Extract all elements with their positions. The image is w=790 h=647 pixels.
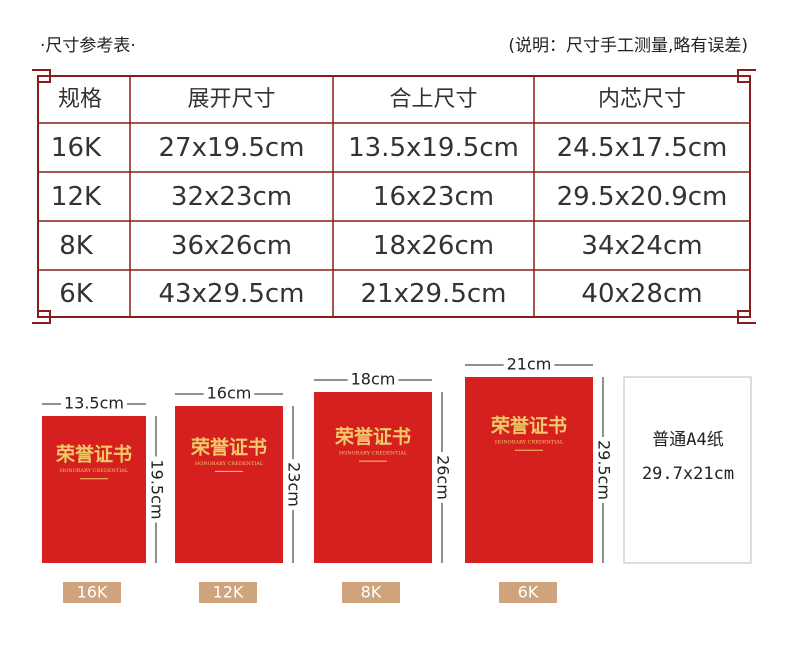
cell: 34x24cm (581, 231, 702, 261)
cell: 27x19.5cm (159, 133, 305, 163)
column-header: 内芯尺寸 (598, 87, 686, 112)
column-header: 规格 (58, 87, 102, 112)
size-tag-label: 8K (361, 583, 382, 602)
cell: 32x23cm (171, 182, 292, 212)
cell: 24.5x17.5cm (557, 133, 728, 163)
size-tag (63, 582, 121, 603)
a4-label: 普通A4纸 (652, 430, 723, 450)
cell: 6K (59, 279, 94, 309)
note: (说明：尺寸手工测量,略有误差) (508, 36, 748, 56)
cover-subtitle: HONORARY CREDENTIAL (195, 461, 264, 467)
height-label: 23cm (285, 462, 304, 507)
cell: 8K (59, 231, 94, 261)
book-cover (314, 392, 432, 563)
book-cover (42, 416, 146, 563)
column-header: 展开尺寸 (187, 87, 275, 112)
size-tag-label: 16K (77, 583, 108, 602)
height-label: 29.5cm (595, 440, 614, 500)
title: ·尺寸参考表· (40, 36, 136, 56)
width-label: 16cm (207, 384, 252, 403)
book-cover (465, 377, 593, 563)
width-label: 13.5cm (64, 394, 124, 413)
cell: 18x26cm (373, 231, 494, 261)
size-tag (199, 582, 257, 603)
column-header: 合上尺寸 (389, 87, 477, 112)
cover-title: 荣誉证书 (490, 414, 567, 437)
height-label: 26cm (434, 455, 453, 500)
cover-subtitle: HONORARY CREDENTIAL (495, 440, 564, 446)
width-label: 21cm (507, 355, 552, 374)
cell: 36x26cm (171, 231, 292, 261)
a4-size: 29.7x21cm (642, 464, 734, 484)
cell: 43x29.5cm (159, 279, 305, 309)
cell: 21x29.5cm (361, 279, 507, 309)
book-cover (175, 406, 283, 563)
size-tag (499, 582, 557, 603)
cell: 13.5x19.5cm (348, 133, 519, 163)
size-tag-label: 6K (518, 583, 539, 602)
a4-paper (623, 376, 752, 564)
size-tag-label: 12K (213, 583, 244, 602)
cell: 16K (51, 133, 102, 163)
table-frame (32, 69, 756, 324)
cover-title: 荣誉证书 (55, 443, 132, 466)
width-label: 18cm (351, 370, 396, 389)
cover-title: 荣誉证书 (190, 435, 267, 458)
cell: 29.5x20.9cm (557, 182, 728, 212)
cover-subtitle: HONORARY CREDENTIAL (339, 451, 408, 457)
cell: 16x23cm (373, 182, 494, 212)
cover-subtitle: HONORARY CREDENTIAL (60, 468, 129, 474)
cover-title: 荣誉证书 (334, 425, 411, 448)
cell: 40x28cm (581, 279, 702, 309)
height-label: 19.5cm (148, 459, 167, 519)
size-tag (342, 582, 400, 603)
cell: 12K (51, 182, 102, 212)
